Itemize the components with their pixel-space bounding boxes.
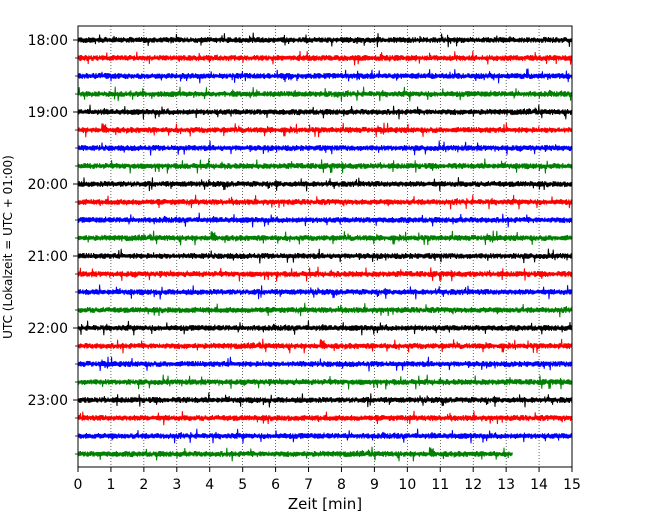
x-axis-label: Zeit [min] (288, 495, 362, 513)
trace-1915 (77, 122, 573, 138)
trace-1830 (77, 68, 573, 84)
trace-2200 (77, 320, 573, 336)
y-tick-label: 23:00 (28, 393, 68, 409)
plot-frame (77, 25, 573, 468)
trace-2015 (77, 194, 573, 210)
x-tick-label: 10 (398, 477, 416, 493)
trace-1945 (77, 158, 573, 174)
trace-2115 (77, 266, 573, 282)
x-tick-label: 3 (172, 477, 181, 493)
x-tick-label: 12 (464, 477, 482, 493)
x-axis-ticks: 0 1 2 3 4 5 6 7 8 9 10 11 12 13 14 15 (74, 467, 581, 493)
x-tick-label: 6 (271, 477, 280, 493)
x-tick-label: 13 (497, 477, 515, 493)
trace-2230 (77, 356, 573, 372)
x-tick-label: 8 (337, 477, 346, 493)
trace-2045 (77, 230, 573, 246)
y-axis-ticks: 18:00 19:00 20:00 21:00 22:00 23:00 (28, 33, 78, 455)
y-tick-label: 18:00 (28, 33, 68, 49)
trace-1900 (77, 104, 573, 120)
trace-2100 (77, 248, 573, 264)
y-tick-label: 21:00 (28, 249, 68, 265)
trace-2215 (77, 338, 573, 354)
x-tick-label: 7 (304, 477, 313, 493)
trace-1930 (77, 140, 573, 156)
trace-2130 (77, 284, 573, 300)
x-tick-label: 1 (106, 477, 115, 493)
y-axis-label: UTC (Lokalzeit = UTC + 01:00) (1, 155, 15, 339)
trace-2145 (77, 302, 573, 318)
x-tick-label: 14 (530, 477, 548, 493)
trace-1845 (77, 86, 573, 102)
trace-2245 (77, 374, 573, 390)
trace-2330 (77, 428, 573, 444)
trace-2300 (77, 392, 573, 408)
y-tick-label: 19:00 (28, 105, 68, 121)
trace-2000 (77, 177, 573, 192)
x-tick-label: 11 (431, 477, 449, 493)
x-tick-label: 5 (238, 477, 247, 493)
y-tick-label: 22:00 (28, 321, 68, 337)
trace-2030 (77, 212, 573, 228)
trace-2315 (77, 410, 573, 426)
y-tick-label: 20:00 (28, 177, 68, 193)
trace-1800 (77, 32, 573, 48)
x-tick-label: 2 (139, 477, 148, 493)
trace-2345 (77, 446, 513, 462)
trace-1815 (77, 50, 573, 66)
trace-group (77, 32, 573, 462)
x-tick-label: 15 (563, 477, 581, 493)
x-tick-label: 9 (370, 477, 379, 493)
x-tick-label: 0 (74, 477, 83, 493)
x-tick-label: 4 (205, 477, 214, 493)
